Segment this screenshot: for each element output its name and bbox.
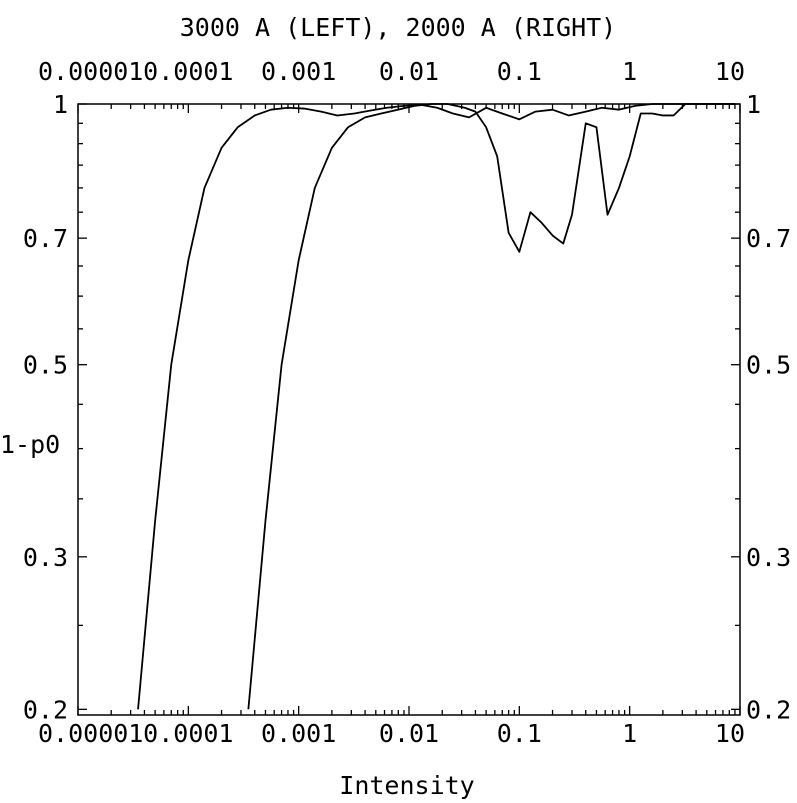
plot-frame	[77, 103, 741, 716]
x-ticks-bottom	[77, 706, 741, 715]
x-tick-label-bottom: 0.0001	[143, 719, 233, 748]
y-tick-label-left: 0.2	[23, 695, 68, 724]
x-tick-label-bottom: 0.00001	[38, 719, 143, 748]
y-axis-label: 1-p0	[0, 430, 60, 459]
y-tick-label-right: 0.2	[746, 695, 791, 724]
x-tick-label-top: 0.00001	[38, 57, 143, 86]
x-tick-label-top: 0.001	[261, 57, 336, 86]
x-tick-label-bottom: 0.01	[379, 719, 439, 748]
y-tick-label-right: 0.3	[746, 543, 791, 572]
series-line-1	[137, 103, 735, 710]
x-tick-label-top: 0.0001	[143, 57, 233, 86]
x-axis-label: Intensity	[339, 771, 474, 800]
series-group	[137, 103, 735, 710]
x-tick-label-top: 0.1	[497, 57, 542, 86]
y-tick-label-left: 0.3	[23, 543, 68, 572]
y-ticks-right	[731, 103, 740, 710]
x-tick-label-top: 10	[715, 57, 745, 86]
y-tick-label-left: 0.5	[23, 351, 68, 380]
y-tick-labels-left: 0.2 0.3 0.5 0.7 1	[23, 90, 68, 724]
x-tick-labels-top: 0.00001 0.0001 0.001 0.01 0.1 1 10	[38, 57, 745, 86]
x-tick-label-bottom: 0.1	[497, 719, 542, 748]
x-tick-labels-bottom: 0.00001 0.0001 0.001 0.01 0.1 1 10	[38, 719, 745, 748]
y-tick-label-left: 0.7	[23, 224, 68, 253]
y-tick-label-right: 0.5	[746, 351, 791, 380]
y-tick-label-right: 1	[746, 90, 761, 119]
x-tick-label-top: 0.01	[379, 57, 439, 86]
series-line-2	[247, 103, 735, 710]
x-tick-label-top: 1	[622, 57, 637, 86]
y-tick-label-left: 1	[53, 90, 68, 119]
y-ticks-left	[78, 103, 87, 710]
x-tick-label-bottom: 1	[622, 719, 637, 748]
chart-title: 3000 A (LEFT), 2000 A (RIGHT)	[180, 13, 617, 42]
x-tick-label-bottom: 0.001	[261, 719, 336, 748]
y-tick-labels-right: 0.2 0.3 0.5 0.7 1	[746, 90, 791, 724]
y-tick-label-right: 0.7	[746, 224, 791, 253]
x-tick-label-bottom: 10	[715, 719, 745, 748]
